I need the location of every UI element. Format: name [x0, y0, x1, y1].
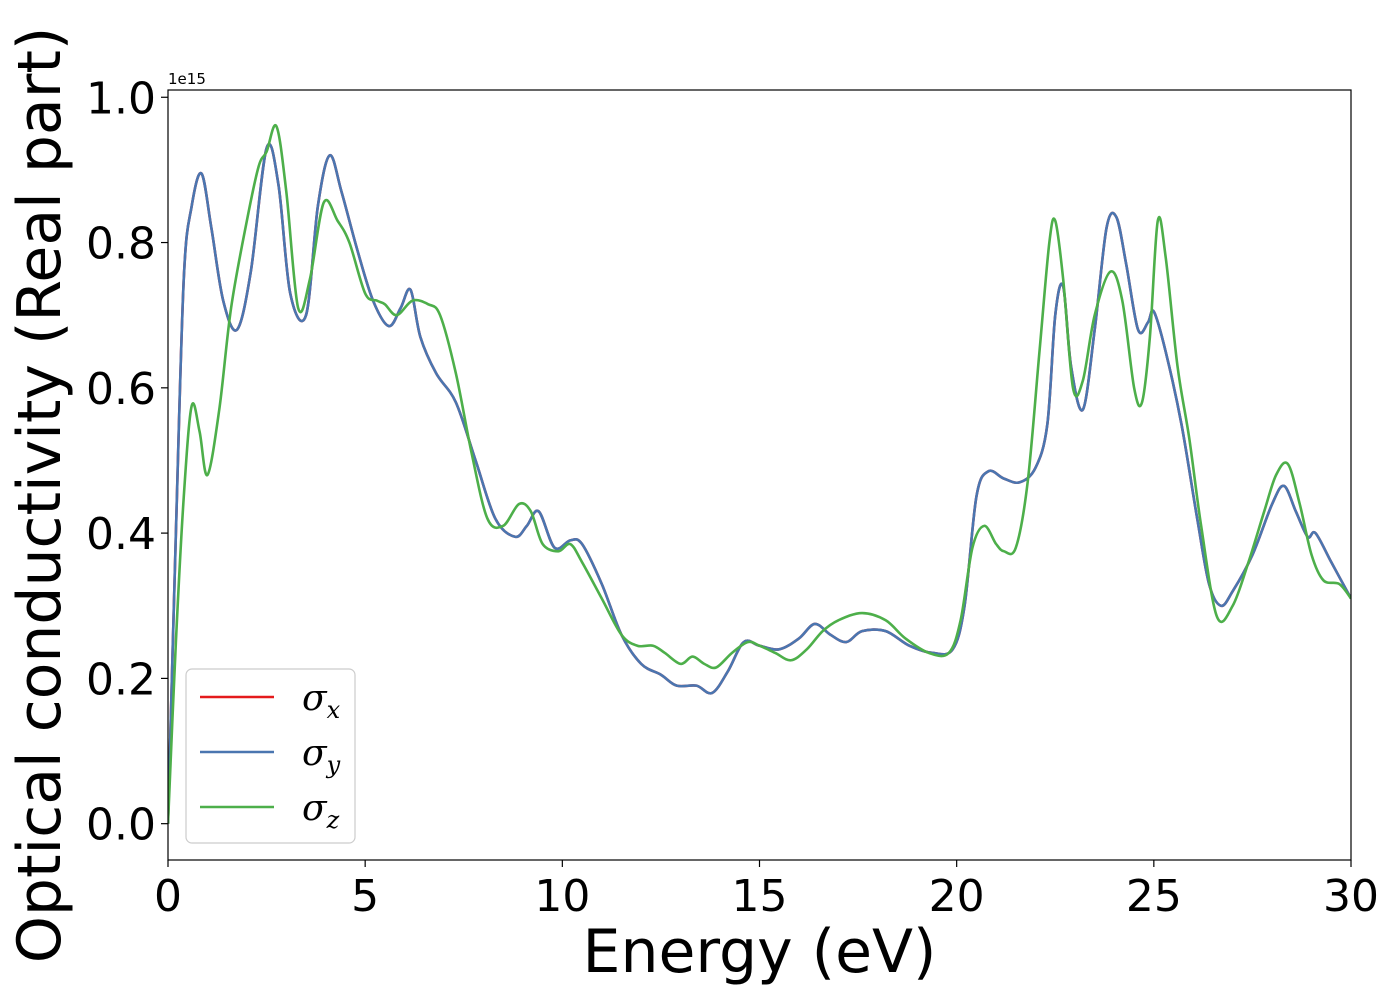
x-tick-label: 10	[534, 871, 590, 922]
y-tick-label: 0.6	[86, 364, 156, 415]
x-tick-label: 20	[929, 871, 985, 922]
series-layer	[168, 123, 1351, 824]
series-line-z	[168, 123, 1351, 824]
y-tick-label: 0.8	[86, 219, 156, 270]
y-axis-ticks: 0.0 0.2 0.4 0.6 0.8 1.0	[86, 73, 168, 851]
y-axis-label: Optical conductivity (Real part)	[5, 27, 75, 964]
x-tick-label: 15	[732, 871, 788, 922]
x-tick-label: 0	[154, 871, 182, 922]
x-tick-label: 5	[351, 871, 379, 922]
y-tick-label: 1.0	[86, 73, 156, 124]
legend-box	[185, 668, 356, 844]
legend-label-x: σx	[302, 678, 341, 724]
y-tick-label: 0.4	[86, 509, 156, 560]
y-tick-label: 0.0	[86, 800, 156, 851]
legend-label-z: σz	[302, 788, 340, 834]
x-tick-label: 30	[1323, 871, 1379, 922]
x-axis-label: Energy (eV)	[583, 917, 937, 987]
legend: σx σy σz	[185, 668, 356, 844]
legend-label-y: σy	[302, 733, 341, 779]
x-tick-label: 25	[1126, 871, 1182, 922]
y-tick-label: 0.2	[86, 654, 156, 705]
y-offset-label: 1e15	[168, 70, 206, 88]
x-axis-ticks: 0 5 10 15 20 25 30	[154, 860, 1379, 922]
